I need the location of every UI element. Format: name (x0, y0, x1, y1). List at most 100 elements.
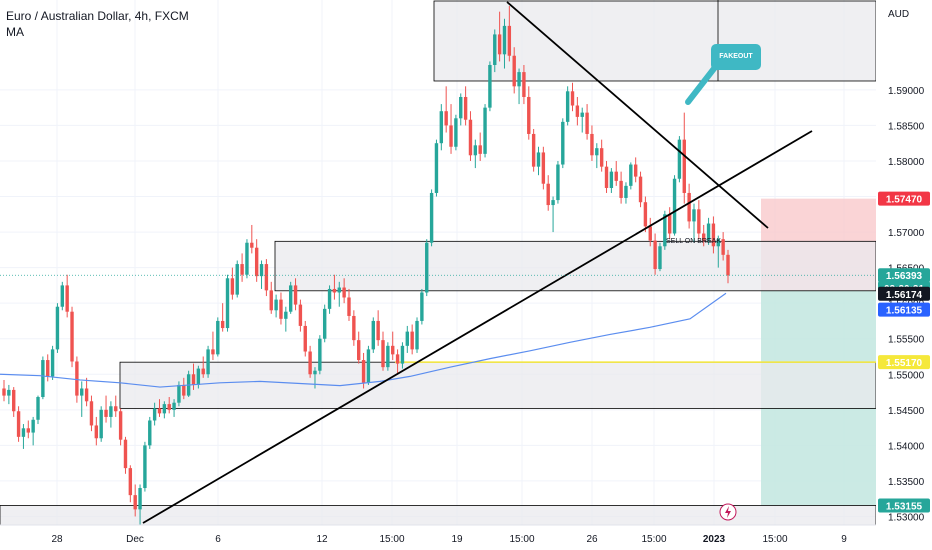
candle (65, 274, 69, 318)
price-tick-label: 1.55500 (888, 335, 925, 346)
candle (186, 370, 191, 398)
candle-body (429, 192, 434, 243)
candle (322, 304, 327, 343)
candle (225, 274, 230, 332)
candle (420, 288, 424, 325)
zone-resistance-box (274, 240, 877, 292)
candle (55, 303, 60, 353)
candle-body (148, 420, 152, 446)
candle-body (46, 360, 50, 377)
candle (609, 168, 614, 193)
candle-body (551, 200, 555, 206)
candle (298, 299, 303, 332)
candle-body (94, 425, 99, 439)
price-tick-label: 1.58000 (888, 157, 925, 168)
candle (269, 281, 273, 314)
candle-body (114, 406, 118, 412)
time-tick-label: 9 (841, 534, 847, 545)
candle (41, 356, 45, 400)
time-tick-label: 12 (316, 534, 328, 545)
candle (536, 146, 541, 176)
candle (721, 232, 725, 261)
price-tag-last: 1.56393 (878, 268, 930, 283)
candle-body (439, 111, 444, 144)
candle (70, 306, 74, 368)
price-tick-label: 1.57000 (888, 228, 925, 239)
candle-body (269, 290, 273, 311)
candle-body (109, 406, 113, 417)
candle (551, 196, 555, 233)
candle (682, 112, 686, 204)
candle (570, 82, 575, 112)
candle-body (342, 287, 346, 298)
candle (235, 260, 239, 298)
candle (157, 399, 162, 417)
candle (36, 395, 40, 425)
candle (138, 484, 142, 525)
candle-body (512, 55, 516, 87)
candle (439, 104, 444, 151)
candle (308, 345, 312, 378)
candle (483, 104, 487, 158)
candle-body (128, 468, 133, 496)
candle (410, 324, 414, 355)
candle-body (250, 242, 254, 248)
candle (546, 175, 550, 211)
zone-base-box (0, 505, 877, 528)
candle (303, 320, 307, 357)
candle-body (16, 411, 21, 437)
candle (454, 114, 458, 151)
time-tick-label: 26 (586, 534, 598, 545)
candle-body (726, 254, 730, 276)
price-tick-label: 1.59000 (888, 86, 925, 97)
candle-body (172, 402, 176, 410)
candle (425, 239, 429, 297)
candle-body (240, 264, 244, 275)
candle-body (308, 351, 312, 375)
price-tag-value: 1.56135 (886, 306, 923, 317)
candle-body (638, 176, 643, 203)
candle (459, 93, 463, 126)
candle (517, 68, 521, 105)
candle-body (99, 409, 103, 439)
candle (250, 224, 254, 254)
candle (449, 104, 453, 154)
candle-body (279, 299, 283, 319)
price-tag-box (878, 268, 930, 283)
candle (434, 139, 439, 197)
candle-body (556, 164, 560, 201)
candle-body (303, 325, 307, 352)
candle (293, 278, 298, 311)
candle-body (357, 340, 361, 361)
candle (50, 345, 55, 380)
candle (527, 86, 531, 140)
candle-body (7, 389, 11, 396)
price-tag-value: 1.53155 (886, 501, 923, 512)
candle-body (12, 389, 16, 412)
candle (274, 294, 278, 318)
price-tag-box (878, 302, 930, 317)
candle (357, 331, 361, 364)
candle-body (288, 285, 293, 312)
candle (123, 436, 128, 474)
price-tag-box (878, 191, 930, 206)
candle-body (327, 288, 332, 309)
candle-body (629, 164, 633, 186)
candle (415, 317, 419, 353)
candle (692, 203, 696, 243)
candle-body (264, 264, 269, 291)
candle-body (245, 242, 249, 275)
candle-body (371, 320, 375, 350)
candle (702, 224, 706, 247)
candle-body (478, 145, 482, 154)
time-tick-label: 15:00 (509, 534, 534, 545)
candle (220, 303, 225, 332)
candle (624, 182, 628, 204)
candle-body (561, 121, 565, 165)
price-tag-box (878, 498, 930, 513)
candle-body (565, 91, 570, 122)
candle-body (381, 340, 385, 368)
candle (507, 5, 512, 62)
candle (264, 259, 269, 297)
